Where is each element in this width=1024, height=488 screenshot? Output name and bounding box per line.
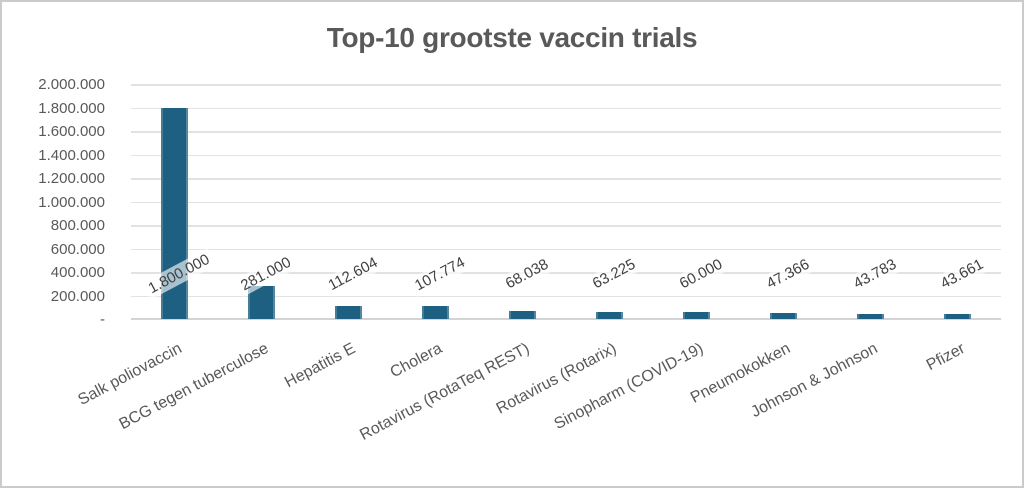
- x-axis-category-label: Sinopharm (COVID-19): [551, 340, 707, 434]
- gridline: [131, 225, 1001, 227]
- y-axis-tick-label: 1.600.000: [38, 123, 105, 140]
- y-axis-tick-label: 600.000: [50, 240, 105, 258]
- gridline: [131, 178, 1001, 180]
- bar-7: [683, 311, 710, 319]
- y-axis-tick-label: 1.800.000: [38, 99, 105, 117]
- gridline: [131, 295, 1001, 298]
- gridline: [131, 272, 1001, 274]
- y-axis: 2.000.000 1.800.000 1.600.000 1.400.000 1.20…: [2, 76, 105, 345]
- bar-10: [944, 313, 971, 319]
- bar-9: [857, 313, 884, 319]
- gridline: [131, 201, 1001, 204]
- bar-5: [509, 311, 536, 319]
- gridline: [131, 131, 1001, 133]
- y-axis-tick-label: 400.000: [50, 264, 105, 281]
- y-axis-tick-label: -: [100, 311, 105, 328]
- y-axis-tick-label: 800.000: [50, 217, 105, 234]
- bar-3: [335, 305, 362, 319]
- x-axis-category-label: Pfizer: [923, 340, 968, 375]
- y-axis-tick-label: 1.000.000: [38, 193, 105, 211]
- x-axis-category-label: Cholera: [388, 340, 446, 382]
- plot-area: 1.800.000 281.000 112.604 107.774 68.038 63.2…: [131, 84, 1001, 320]
- x-axis-line: [131, 318, 1001, 320]
- gridline: [131, 107, 1001, 110]
- x-axis-category-label: Hepatitis E: [282, 340, 359, 392]
- gridline: [131, 248, 1001, 251]
- gridline: [131, 154, 1001, 157]
- gridline: [131, 84, 1001, 86]
- chart-title: Top-10 grootste vaccin trials: [326, 22, 698, 53]
- y-axis-tick-label: 1.200.000: [38, 170, 105, 187]
- y-axis-tick-label: 1.400.000: [38, 146, 105, 164]
- y-axis-tick-label: 200.000: [50, 287, 105, 305]
- bar-6: [596, 311, 623, 319]
- bar-4: [422, 306, 449, 319]
- y-axis-tick-label: 2.000.000: [38, 76, 105, 93]
- bar-8: [770, 313, 797, 319]
- x-axis-category-label: BCG tegen tuberculose: [116, 340, 272, 434]
